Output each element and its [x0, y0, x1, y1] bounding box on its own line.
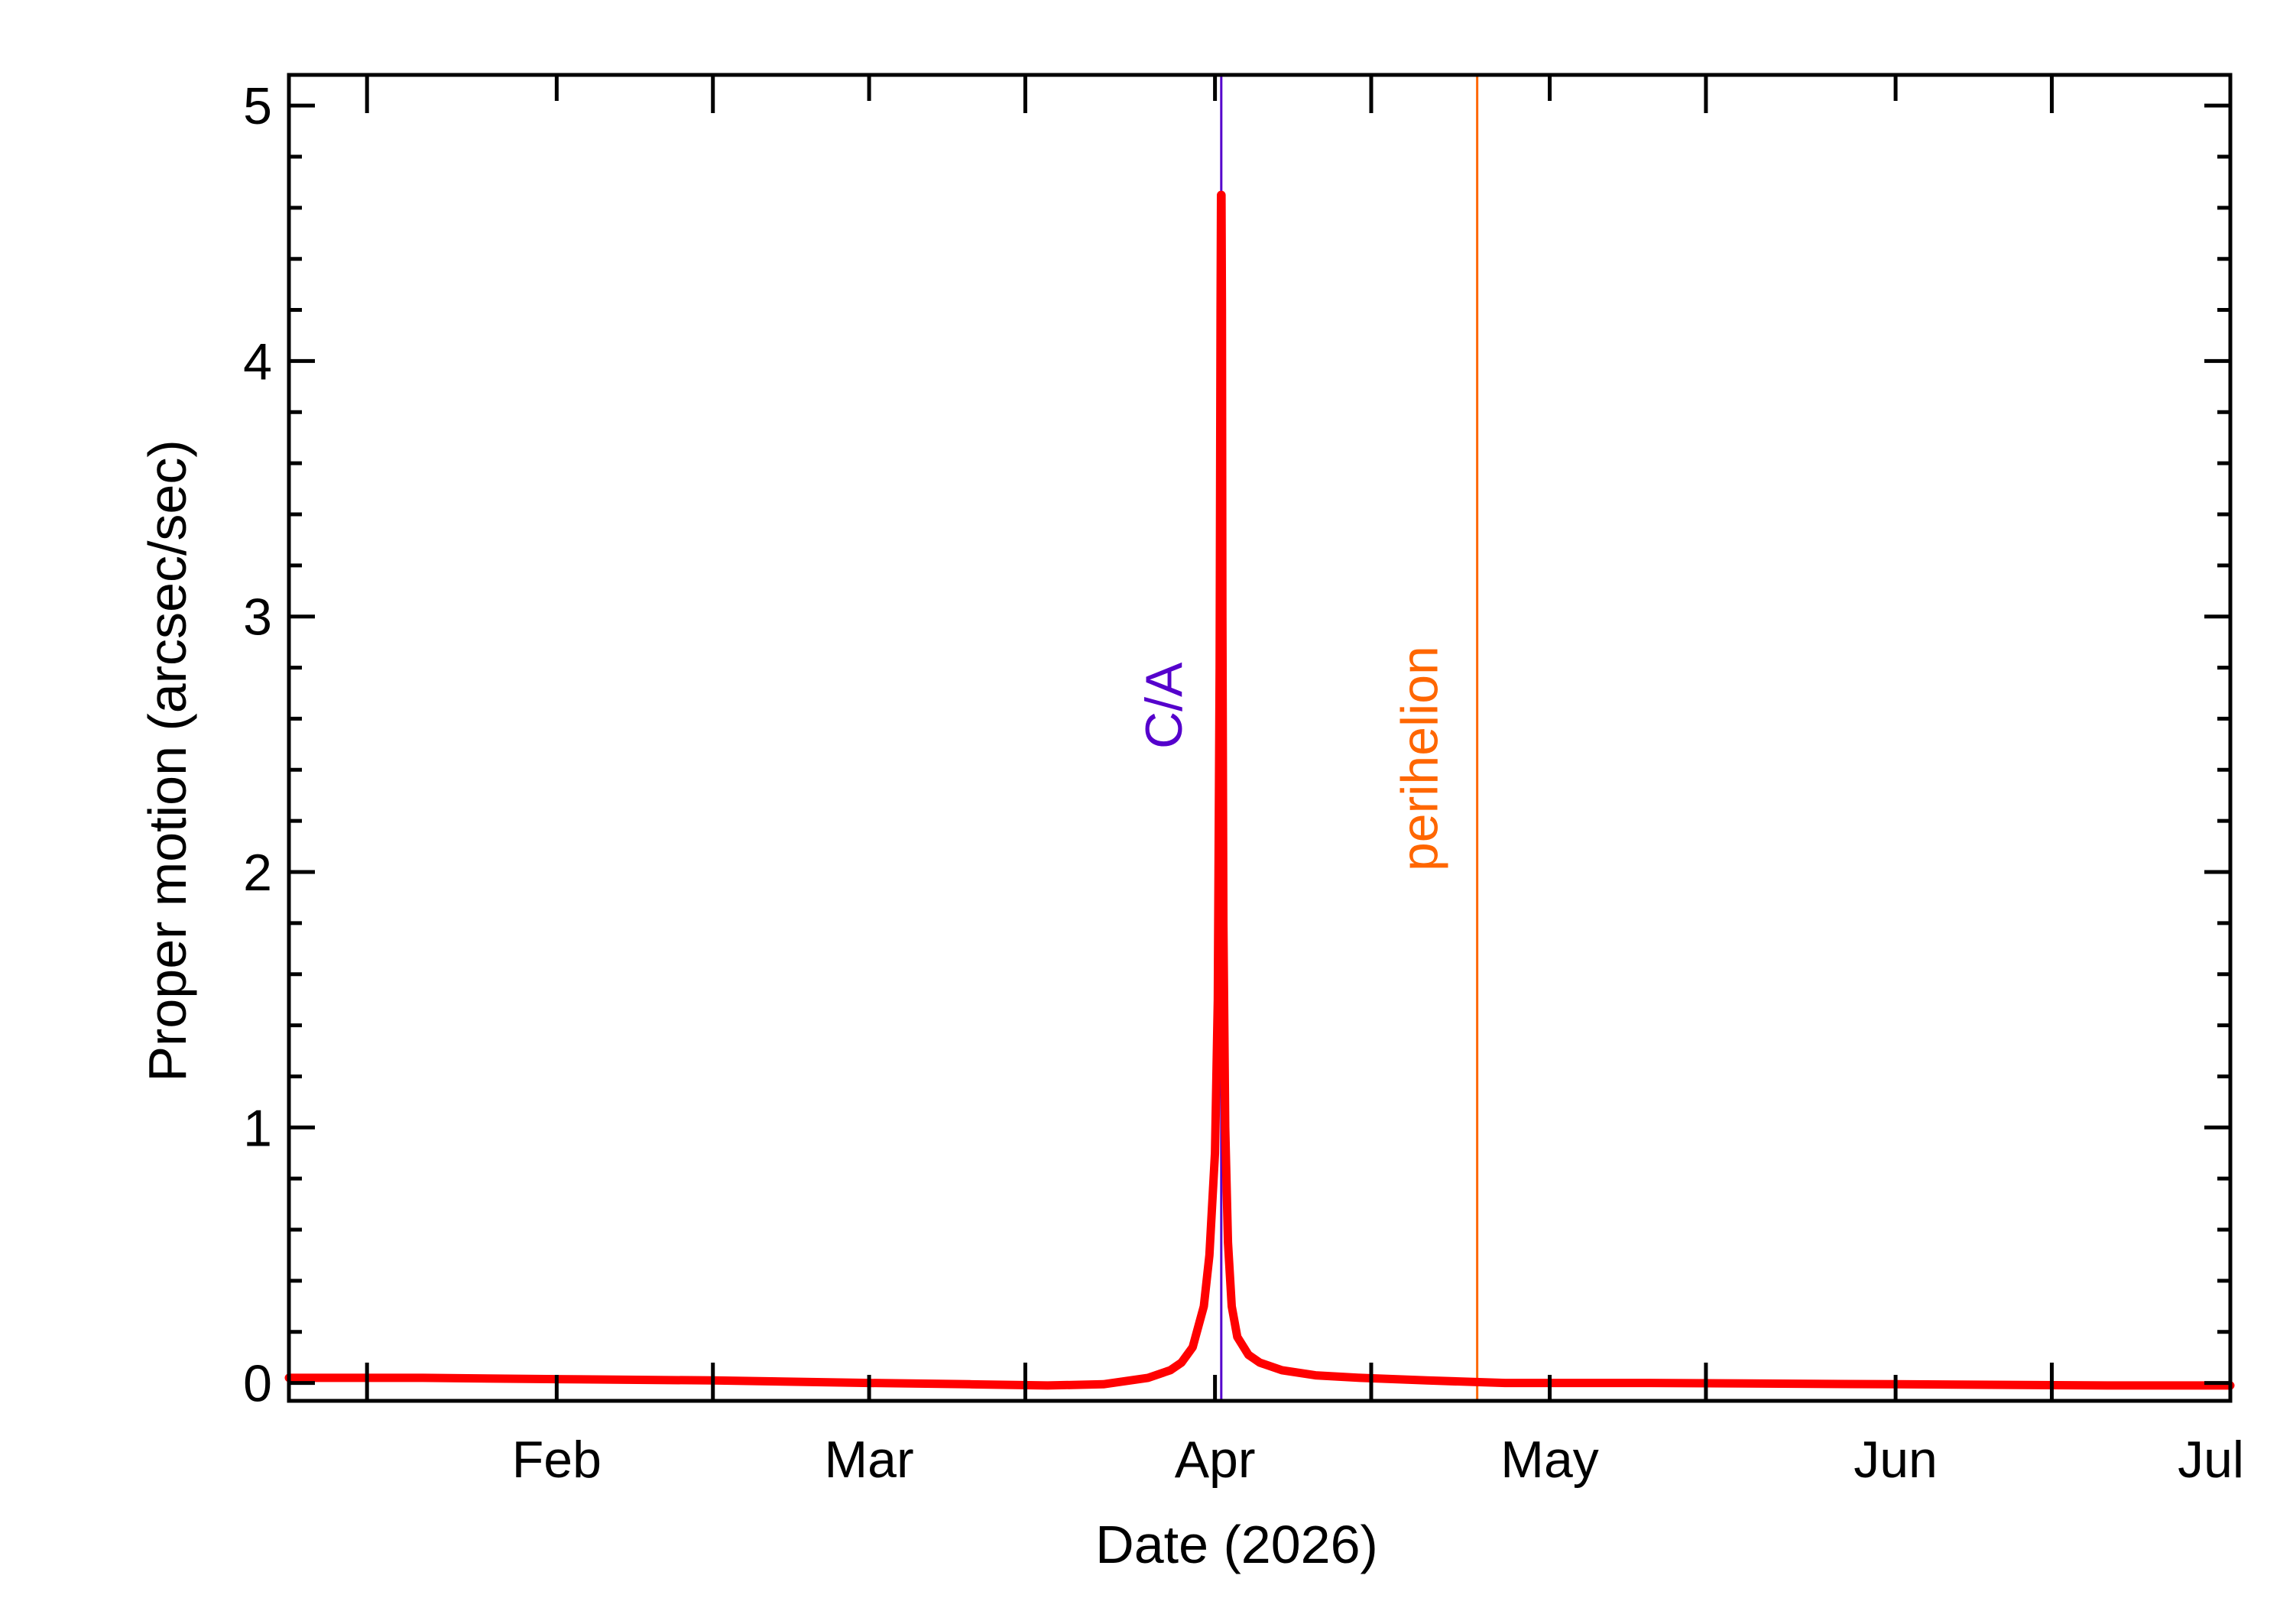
series-layer: [284, 190, 2235, 1390]
x-tick-label: Jul: [2178, 1431, 2244, 1489]
ticks-layer: [289, 75, 2230, 1401]
y-tick-label: 4: [243, 332, 272, 391]
marker-label: C/A: [1135, 662, 1193, 749]
series-line: [284, 190, 2235, 1390]
x-tick-label: Apr: [1175, 1431, 1256, 1489]
plot-frame: [287, 73, 2233, 1403]
x-tick-label: May: [1500, 1431, 1598, 1489]
x-axis-title: Date (2026): [1095, 1515, 1378, 1574]
y-tick-label: 5: [243, 77, 272, 135]
x-tick-label: Jun: [1854, 1431, 1938, 1489]
y-tick-label: 2: [243, 844, 272, 902]
labels-layer: 0 1 2 3 4 5 Feb Mar Apr May Jun Jul C/A perihelion: [243, 77, 2244, 1489]
marker-label: perihelion: [1391, 646, 1449, 871]
x-tick-label: Mar: [825, 1431, 914, 1489]
x-tick-label: Feb: [512, 1431, 602, 1489]
y-tick-label: 0: [243, 1355, 272, 1413]
y-axis-title: Proper motion (arcsec/sec): [138, 439, 197, 1081]
y-tick-label: 1: [243, 1099, 272, 1157]
y-tick-label: 3: [243, 588, 272, 647]
